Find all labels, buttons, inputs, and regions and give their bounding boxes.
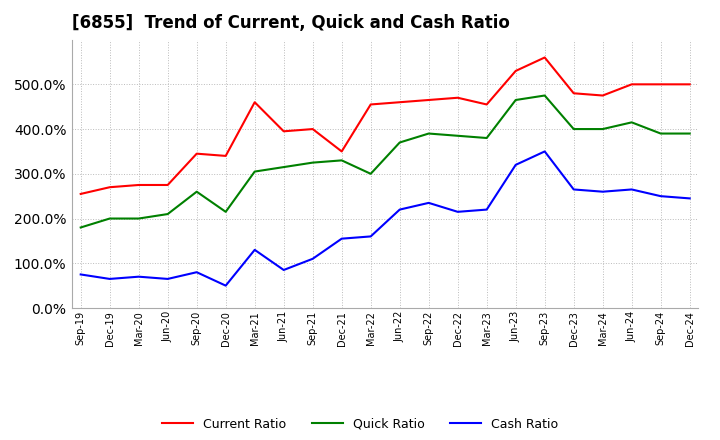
Quick Ratio [308,160,317,165]
Current Ratio [482,102,491,107]
Current Ratio [338,149,346,154]
Cash Ratio [366,234,375,239]
Current Ratio [424,97,433,103]
Current Ratio [105,184,114,190]
Quick Ratio [657,131,665,136]
Quick Ratio [221,209,230,214]
Current Ratio [279,128,288,134]
Cash Ratio [163,276,172,282]
Current Ratio [192,151,201,156]
Current Ratio [76,191,85,197]
Legend: Current Ratio, Quick Ratio, Cash Ratio: Current Ratio, Quick Ratio, Cash Ratio [157,413,563,436]
Cash Ratio [192,270,201,275]
Current Ratio [657,82,665,87]
Quick Ratio [163,211,172,216]
Cash Ratio [76,272,85,277]
Current Ratio [395,99,404,105]
Cash Ratio [482,207,491,212]
Cash Ratio [221,283,230,288]
Cash Ratio [657,194,665,199]
Current Ratio [163,182,172,187]
Current Ratio [511,68,520,73]
Quick Ratio [338,158,346,163]
Current Ratio [135,182,143,187]
Quick Ratio [627,120,636,125]
Quick Ratio [76,225,85,230]
Cash Ratio [105,276,114,282]
Quick Ratio [482,136,491,141]
Current Ratio [570,91,578,96]
Text: [6855]  Trend of Current, Quick and Cash Ratio: [6855] Trend of Current, Quick and Cash … [72,15,510,33]
Cash Ratio [511,162,520,168]
Cash Ratio [424,200,433,205]
Cash Ratio [251,247,259,253]
Quick Ratio [598,126,607,132]
Quick Ratio [570,126,578,132]
Quick Ratio [424,131,433,136]
Cash Ratio [454,209,462,214]
Line: Quick Ratio: Quick Ratio [81,95,690,227]
Quick Ratio [251,169,259,174]
Quick Ratio [192,189,201,194]
Cash Ratio [627,187,636,192]
Cash Ratio [279,268,288,273]
Current Ratio [221,153,230,158]
Current Ratio [598,93,607,98]
Current Ratio [541,55,549,60]
Quick Ratio [541,93,549,98]
Quick Ratio [685,131,694,136]
Cash Ratio [570,187,578,192]
Cash Ratio [395,207,404,212]
Current Ratio [685,82,694,87]
Quick Ratio [279,165,288,170]
Quick Ratio [105,216,114,221]
Quick Ratio [511,97,520,103]
Current Ratio [454,95,462,100]
Cash Ratio [685,196,694,201]
Quick Ratio [454,133,462,139]
Cash Ratio [598,189,607,194]
Cash Ratio [135,274,143,279]
Cash Ratio [338,236,346,241]
Current Ratio [366,102,375,107]
Current Ratio [251,99,259,105]
Quick Ratio [135,216,143,221]
Quick Ratio [395,140,404,145]
Cash Ratio [541,149,549,154]
Current Ratio [308,126,317,132]
Cash Ratio [308,256,317,261]
Current Ratio [627,82,636,87]
Line: Cash Ratio: Cash Ratio [81,151,690,286]
Line: Current Ratio: Current Ratio [81,58,690,194]
Quick Ratio [366,171,375,176]
